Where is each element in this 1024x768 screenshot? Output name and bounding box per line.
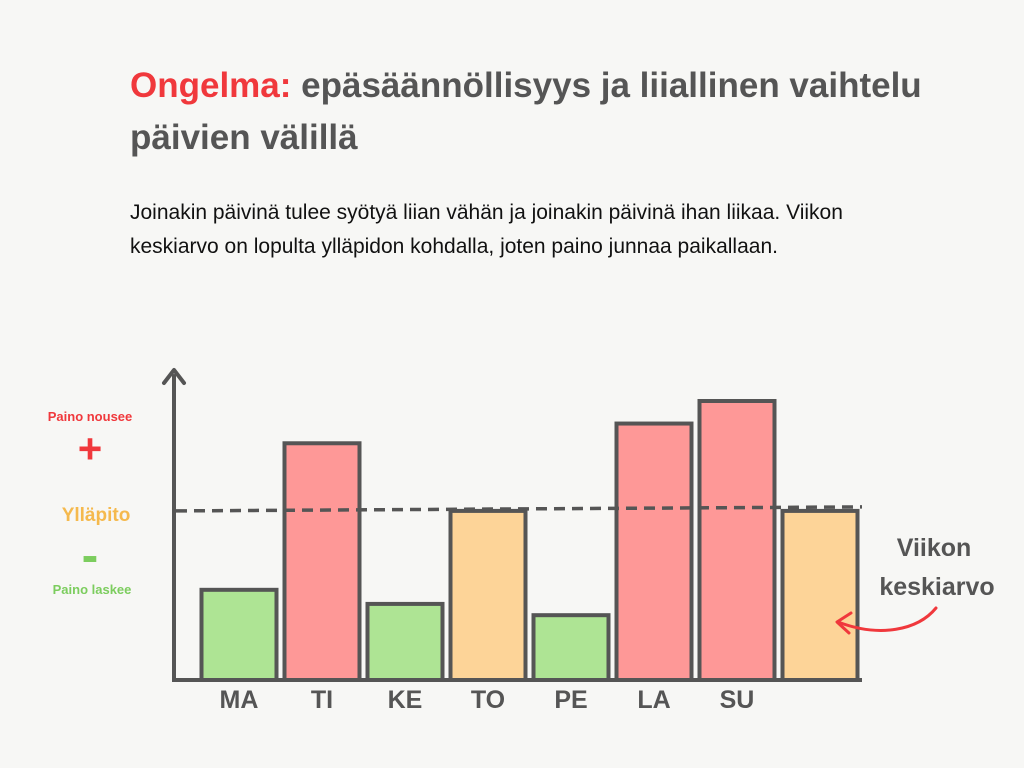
description-text: Joinakin päivinä tulee syötyä liian vähä… (130, 201, 843, 258)
bars-group (199, 399, 860, 683)
x-tick-label-ti: TI (311, 686, 333, 714)
bar-ke (365, 601, 445, 683)
legend-up-symbol: + (78, 425, 103, 472)
legend-up-label: Paino nousee (48, 409, 133, 424)
average-arrowhead (835, 611, 853, 635)
axes (162, 368, 862, 682)
bar-pe (531, 613, 611, 683)
legend-down-label: Paino laskee (53, 582, 132, 597)
x-tick-labels: MA TI KE TO PE LA SU (220, 686, 755, 714)
legend-down-symbol: - (82, 527, 99, 583)
y-axis-arrowhead (162, 368, 186, 385)
average-label-line-2: keskiarvo (879, 573, 994, 601)
bar-su (697, 399, 777, 682)
page-title: Ongelma: epäsäännöllisyys ja liiallinen … (130, 60, 930, 164)
x-tick-label-la: LA (637, 686, 670, 714)
x-tick-label-ke: KE (388, 686, 423, 714)
average-arrow (836, 606, 938, 632)
bar-average (780, 508, 860, 682)
x-tick-label-su: SU (720, 686, 755, 714)
x-tick-label-pe: PE (554, 686, 587, 714)
maintenance-dashed-line (175, 505, 863, 513)
bar-la (614, 421, 694, 682)
bar-to (448, 508, 528, 682)
average-label-line-1: Viikon (897, 534, 972, 562)
bar-ma (199, 587, 279, 682)
x-tick-label-to: TO (471, 686, 505, 714)
legend-maintain-label: Ylläpito (62, 505, 131, 526)
title-text: epäsäännöllisyys ja liiallinen vaihtelu … (130, 66, 922, 157)
title-accent: Ongelma: (130, 66, 292, 105)
bar-ti (282, 441, 362, 683)
x-tick-label-ma: MA (220, 686, 259, 714)
